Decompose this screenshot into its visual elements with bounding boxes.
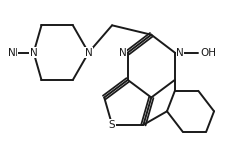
Text: N: N bbox=[118, 48, 126, 58]
Text: N: N bbox=[30, 48, 37, 58]
Text: N: N bbox=[84, 48, 92, 58]
Text: S: S bbox=[108, 120, 115, 130]
Text: N: N bbox=[10, 48, 18, 58]
Text: OH: OH bbox=[199, 48, 215, 58]
Text: N: N bbox=[175, 48, 183, 58]
Text: N: N bbox=[8, 48, 15, 58]
Text: N: N bbox=[30, 48, 37, 58]
